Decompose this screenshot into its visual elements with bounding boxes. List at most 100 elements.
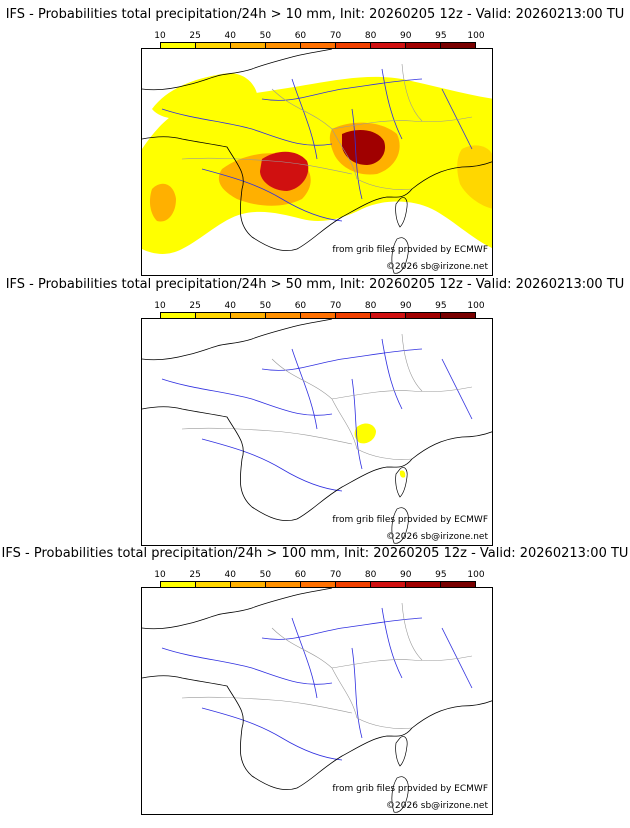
legend-tick-label: 90 — [400, 301, 412, 311]
map-canvas — [142, 588, 492, 814]
probability-area — [342, 129, 386, 165]
legend-swatch — [301, 43, 336, 49]
region-border — [181, 157, 353, 175]
river-line — [161, 378, 333, 416]
map-background — [142, 319, 492, 545]
legend-swatch — [406, 582, 441, 588]
legend-tick-label: 95 — [435, 31, 447, 41]
river-line — [291, 78, 318, 160]
legend-swatch — [161, 582, 196, 588]
legend-swatch — [406, 43, 441, 49]
river-line — [161, 647, 333, 685]
river-line — [201, 438, 343, 492]
probability-area — [399, 470, 406, 478]
legend-swatch — [161, 313, 196, 319]
panel-title: IFS - Probabilities total precipitation/… — [5, 7, 625, 22]
sardinia-outline — [391, 507, 409, 544]
probability-area — [142, 76, 492, 254]
map-canvas — [142, 319, 492, 545]
corsica-outline — [395, 197, 408, 228]
legend-tick-label: 80 — [364, 31, 377, 41]
region-border — [401, 333, 423, 392]
legend-swatch — [301, 582, 336, 588]
legend-tick-label: 50 — [259, 570, 272, 580]
river-line — [351, 647, 363, 739]
legend-swatch — [196, 582, 231, 588]
river-line — [161, 108, 333, 146]
legend-swatch — [161, 43, 196, 49]
legend-tick-label: 90 — [400, 31, 412, 41]
legend-tick-label: 80 — [364, 301, 377, 311]
legend-tick-label: 100 — [467, 301, 485, 311]
legend-swatch — [196, 43, 231, 49]
copyright-credit: ©2026 sb@irizone.net — [386, 532, 488, 542]
legend-swatch — [371, 582, 406, 588]
probability-area — [457, 145, 492, 209]
legend-swatch — [441, 582, 475, 588]
legend-tick-label: 70 — [329, 570, 342, 580]
region-border — [181, 427, 353, 445]
region-border — [401, 602, 423, 661]
region-border — [356, 448, 413, 460]
legend-tick-label: 100 — [467, 31, 485, 41]
river-line — [381, 68, 403, 140]
river-line — [291, 617, 318, 699]
legend-swatch — [266, 582, 301, 588]
legend-tick-label: 70 — [329, 31, 342, 41]
legend-tick-label: 25 — [189, 31, 201, 41]
corsica-outline — [395, 736, 408, 767]
map-panel-10mm: IFS - Probabilities total precipitation/… — [0, 7, 630, 277]
legend-tick-label: 50 — [259, 301, 272, 311]
panel-title: IFS - Probabilities total precipitation/… — [1, 546, 629, 561]
region-border — [356, 717, 413, 729]
map-panel-100mm: IFS - Probabilities total precipitation/… — [0, 546, 630, 816]
legend-swatch — [301, 313, 336, 319]
region-border — [331, 655, 473, 669]
coastline — [142, 49, 492, 252]
legend-swatch — [231, 313, 266, 319]
probability-area — [260, 151, 309, 191]
copyright-credit: ©2026 sb@irizone.net — [386, 801, 488, 811]
legend-swatch — [231, 582, 266, 588]
corsica-outline — [395, 467, 408, 498]
river-line — [381, 607, 403, 679]
region-border — [356, 178, 413, 190]
legend-tick-label: 10 — [154, 31, 166, 41]
legend-swatch — [231, 43, 266, 49]
legend-tick-label: 60 — [294, 31, 307, 41]
region-border — [401, 63, 423, 122]
legend-swatch — [336, 313, 371, 319]
river-line — [441, 88, 473, 150]
precipitation-map: from grib files provided by ECMWF ©2026 … — [141, 318, 493, 546]
legend-tick-label: 25 — [189, 301, 201, 311]
river-line — [351, 378, 363, 470]
legend-tick-label: 100 — [467, 570, 485, 580]
legend-tick-label: 10 — [154, 570, 166, 580]
map-panel-50mm: IFS - Probabilities total precipitation/… — [0, 277, 630, 547]
probability-area — [152, 73, 258, 122]
sardinia-outline — [391, 237, 409, 274]
legend-tick-label: 40 — [224, 570, 236, 580]
legend-swatch — [441, 313, 475, 319]
legend-tick-labels: 10 25 40 50 60 70 80 90 95 100 — [154, 301, 484, 311]
precipitation-map: from grib files provided by ECMWF ©2026 … — [141, 48, 493, 276]
legend-tick-label: 25 — [189, 570, 201, 580]
legend-swatch — [266, 43, 301, 49]
region-border — [331, 116, 473, 130]
legend-swatch — [336, 582, 371, 588]
legend-swatch — [336, 43, 371, 49]
precipitation-map: from grib files provided by ECMWF ©2026 … — [141, 587, 493, 815]
probability-area — [354, 423, 376, 444]
data-source-credit: from grib files provided by ECMWF — [332, 784, 488, 794]
legend-tick-label: 40 — [224, 31, 236, 41]
river-line — [351, 108, 363, 200]
data-source-credit: from grib files provided by ECMWF — [332, 515, 488, 525]
copyright-credit: ©2026 sb@irizone.net — [386, 262, 488, 272]
legend-swatch — [266, 313, 301, 319]
data-source-credit: from grib files provided by ECMWF — [332, 245, 488, 255]
legend-tick-label: 60 — [294, 301, 307, 311]
river-line — [201, 168, 343, 222]
region-border — [271, 358, 358, 450]
legend-swatch — [196, 313, 231, 319]
legend-tick-label: 40 — [224, 301, 236, 311]
